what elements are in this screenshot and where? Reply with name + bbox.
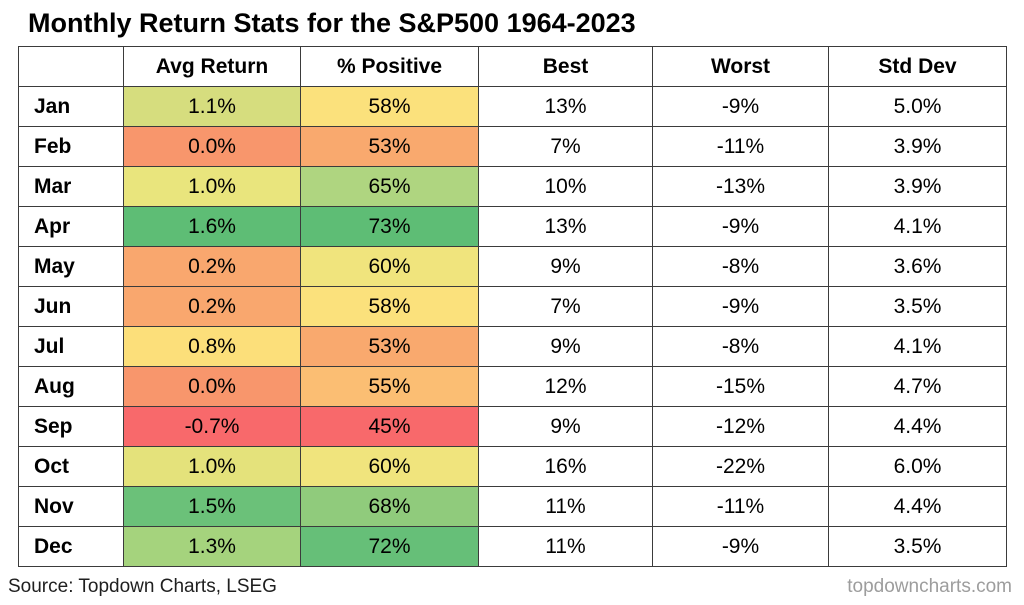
row-header-month: Aug bbox=[18, 366, 124, 407]
cell-avg-return: 0.2% bbox=[123, 286, 301, 327]
stats-table: Avg Return % Positive Best Worst Std Dev… bbox=[18, 46, 1007, 567]
cell-std-dev: 4.7% bbox=[828, 366, 1007, 407]
table-row: Jun 0.2% 58% 7% -9% 3.5% bbox=[18, 286, 1007, 327]
cell-best: 7% bbox=[478, 286, 653, 327]
row-header-month: Feb bbox=[18, 126, 124, 167]
col-header-best: Best bbox=[478, 46, 653, 87]
cell-worst: -11% bbox=[652, 486, 829, 527]
table-row: Aug 0.0% 55% 12% -15% 4.7% bbox=[18, 366, 1007, 407]
cell-pct-positive: 55% bbox=[300, 366, 479, 407]
page-title: Monthly Return Stats for the S&P500 1964… bbox=[28, 8, 636, 38]
cell-best: 16% bbox=[478, 446, 653, 487]
footer: Source: Topdown Charts, LSEG topdownchar… bbox=[8, 576, 1012, 598]
source-note: Source: Topdown Charts, LSEG bbox=[8, 576, 277, 597]
row-header-month: Sep bbox=[18, 406, 124, 447]
cell-worst: -11% bbox=[652, 126, 829, 167]
cell-avg-return: 0.8% bbox=[123, 326, 301, 367]
cell-best: 13% bbox=[478, 86, 653, 127]
table-row: Oct 1.0% 60% 16% -22% 6.0% bbox=[18, 446, 1007, 487]
cell-avg-return: 1.0% bbox=[123, 446, 301, 487]
table-row: Jan 1.1% 58% 13% -9% 5.0% bbox=[18, 86, 1007, 127]
cell-avg-return: 1.1% bbox=[123, 86, 301, 127]
cell-worst: -9% bbox=[652, 86, 829, 127]
cell-pct-positive: 58% bbox=[300, 86, 479, 127]
cell-worst: -9% bbox=[652, 526, 829, 567]
cell-best: 9% bbox=[478, 246, 653, 287]
cell-std-dev: 3.9% bbox=[828, 126, 1007, 167]
cell-worst: -12% bbox=[652, 406, 829, 447]
table-row: Dec 1.3% 72% 11% -9% 3.5% bbox=[18, 526, 1007, 567]
cell-pct-positive: 45% bbox=[300, 406, 479, 447]
row-header-month: Mar bbox=[18, 166, 124, 207]
table-row: Mar 1.0% 65% 10% -13% 3.9% bbox=[18, 166, 1007, 207]
cell-avg-return: 0.0% bbox=[123, 366, 301, 407]
cell-std-dev: 4.1% bbox=[828, 206, 1007, 247]
table-row: Jul 0.8% 53% 9% -8% 4.1% bbox=[18, 326, 1007, 367]
cell-std-dev: 4.4% bbox=[828, 406, 1007, 447]
cell-std-dev: 5.0% bbox=[828, 86, 1007, 127]
cell-std-dev: 3.9% bbox=[828, 166, 1007, 207]
cell-pct-positive: 73% bbox=[300, 206, 479, 247]
cell-best: 9% bbox=[478, 406, 653, 447]
cell-pct-positive: 60% bbox=[300, 246, 479, 287]
col-header-worst: Worst bbox=[652, 46, 829, 87]
cell-avg-return: 1.3% bbox=[123, 526, 301, 567]
cell-pct-positive: 65% bbox=[300, 166, 479, 207]
cell-worst: -13% bbox=[652, 166, 829, 207]
row-header-month: Jan bbox=[18, 86, 124, 127]
cell-std-dev: 4.4% bbox=[828, 486, 1007, 527]
row-header-month: Apr bbox=[18, 206, 124, 247]
cell-best: 11% bbox=[478, 486, 653, 527]
cell-worst: -15% bbox=[652, 366, 829, 407]
row-header-month: Jul bbox=[18, 326, 124, 367]
col-header-month bbox=[18, 46, 124, 87]
cell-avg-return: 1.5% bbox=[123, 486, 301, 527]
cell-avg-return: -0.7% bbox=[123, 406, 301, 447]
row-header-month: Oct bbox=[18, 446, 124, 487]
col-header-pct-positive: % Positive bbox=[300, 46, 479, 87]
cell-best: 10% bbox=[478, 166, 653, 207]
cell-std-dev: 3.6% bbox=[828, 246, 1007, 287]
cell-best: 9% bbox=[478, 326, 653, 367]
cell-std-dev: 3.5% bbox=[828, 526, 1007, 567]
col-header-std-dev: Std Dev bbox=[828, 46, 1007, 87]
cell-worst: -22% bbox=[652, 446, 829, 487]
cell-pct-positive: 53% bbox=[300, 326, 479, 367]
header-row: Avg Return % Positive Best Worst Std Dev bbox=[18, 46, 1007, 87]
cell-worst: -8% bbox=[652, 326, 829, 367]
table-body: Jan 1.1% 58% 13% -9% 5.0% Feb 0.0% 53% 7% -11% 3.9%… bbox=[18, 86, 1007, 567]
table-row: May 0.2% 60% 9% -8% 3.6% bbox=[18, 246, 1007, 287]
cell-avg-return: 1.0% bbox=[123, 166, 301, 207]
cell-pct-positive: 68% bbox=[300, 486, 479, 527]
watermark-text: topdowncharts.com bbox=[847, 576, 1012, 597]
cell-best: 7% bbox=[478, 126, 653, 167]
cell-avg-return: 0.0% bbox=[123, 126, 301, 167]
cell-std-dev: 4.1% bbox=[828, 326, 1007, 367]
row-header-month: May bbox=[18, 246, 124, 287]
cell-pct-positive: 58% bbox=[300, 286, 479, 327]
row-header-month: Nov bbox=[18, 486, 124, 527]
table-row: Feb 0.0% 53% 7% -11% 3.9% bbox=[18, 126, 1007, 167]
row-header-month: Jun bbox=[18, 286, 124, 327]
cell-best: 11% bbox=[478, 526, 653, 567]
row-header-month: Dec bbox=[18, 526, 124, 567]
table-row: Nov 1.5% 68% 11% -11% 4.4% bbox=[18, 486, 1007, 527]
cell-best: 12% bbox=[478, 366, 653, 407]
cell-avg-return: 1.6% bbox=[123, 206, 301, 247]
cell-best: 13% bbox=[478, 206, 653, 247]
cell-std-dev: 6.0% bbox=[828, 446, 1007, 487]
cell-worst: -8% bbox=[652, 246, 829, 287]
cell-avg-return: 0.2% bbox=[123, 246, 301, 287]
cell-worst: -9% bbox=[652, 286, 829, 327]
table-row: Sep -0.7% 45% 9% -12% 4.4% bbox=[18, 406, 1007, 447]
cell-pct-positive: 72% bbox=[300, 526, 479, 567]
table-row: Apr 1.6% 73% 13% -9% 4.1% bbox=[18, 206, 1007, 247]
cell-std-dev: 3.5% bbox=[828, 286, 1007, 327]
col-header-avg-return: Avg Return bbox=[123, 46, 301, 87]
cell-worst: -9% bbox=[652, 206, 829, 247]
cell-pct-positive: 60% bbox=[300, 446, 479, 487]
cell-pct-positive: 53% bbox=[300, 126, 479, 167]
